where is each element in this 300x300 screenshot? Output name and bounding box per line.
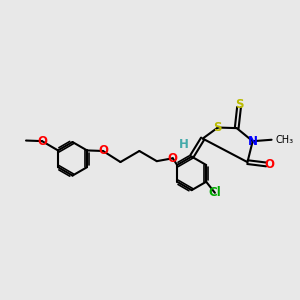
Text: O: O xyxy=(264,158,274,171)
Text: O: O xyxy=(98,145,108,158)
Text: O: O xyxy=(168,152,178,165)
Text: H: H xyxy=(178,138,188,151)
Text: Cl: Cl xyxy=(208,186,221,199)
Text: O: O xyxy=(37,135,47,148)
Text: S: S xyxy=(235,98,243,111)
Text: N: N xyxy=(248,135,258,148)
Text: CH₃: CH₃ xyxy=(275,135,293,145)
Text: S: S xyxy=(214,121,222,134)
